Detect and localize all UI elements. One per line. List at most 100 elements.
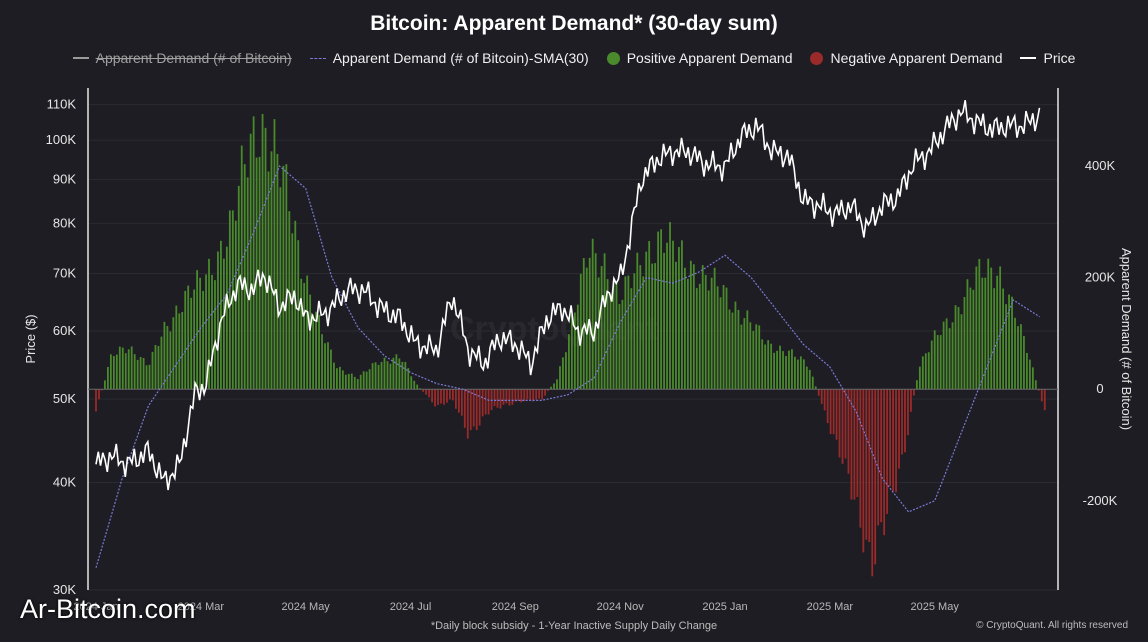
positive-demand-bar: [752, 331, 755, 390]
positive-demand-bar: [1008, 294, 1010, 390]
chart-legend: Apparent Demand (# of Bitcoin) Apparent …: [0, 50, 1148, 66]
negative-demand-bar: [829, 389, 832, 435]
positive-demand-bar: [972, 289, 975, 390]
positive-demand-bar: [240, 145, 243, 390]
negative-demand-bar: [449, 389, 451, 400]
negative-demand-bar: [874, 389, 877, 565]
legend-item-apparent-demand[interactable]: Apparent Demand (# of Bitcoin): [72, 50, 292, 66]
positive-demand-bar: [984, 277, 987, 390]
positive-demand-bar: [181, 312, 184, 390]
positive-demand-bar: [975, 266, 978, 390]
positive-demand-bar: [109, 354, 112, 390]
positive-demand-bar: [948, 328, 951, 390]
negative-demand-bar: [481, 389, 484, 417]
right-tick-label: 200K: [1085, 270, 1116, 285]
right-tick-label: -200K: [1083, 493, 1118, 508]
legend-item-negative[interactable]: Negative Apparent Demand: [810, 50, 1002, 66]
negative-demand-bar: [544, 389, 546, 396]
positive-demand-bar: [315, 311, 317, 390]
negative-demand-bar: [547, 389, 549, 391]
positive-demand-bar: [669, 222, 671, 390]
positive-demand-bar: [728, 309, 731, 390]
legend-label-price: Price: [1043, 50, 1076, 66]
positive-demand-bar: [954, 305, 957, 390]
positive-demand-bar: [208, 258, 210, 390]
positive-demand-bar: [130, 346, 133, 390]
positive-demand-bar: [758, 325, 761, 390]
positive-demand-bar: [942, 321, 945, 390]
positive-demand-bar: [392, 357, 395, 390]
negative-demand-bar: [853, 389, 856, 500]
negative-demand-bar: [505, 389, 508, 404]
negative-demand-bar: [910, 389, 912, 412]
positive-demand-bar: [300, 278, 303, 390]
positive-demand-bar: [336, 368, 338, 390]
negative-demand-bar: [469, 389, 472, 431]
positive-demand-bar: [672, 240, 674, 390]
positive-demand-bar: [356, 379, 359, 390]
left-tick-label: 40K: [53, 475, 76, 490]
positive-demand-bar: [713, 267, 716, 390]
positive-demand-bar: [154, 345, 157, 390]
negative-demand-bar: [538, 389, 541, 399]
negative-demand-bar: [535, 389, 538, 400]
positive-demand-bar: [333, 362, 335, 390]
positive-demand-bar: [576, 304, 579, 390]
positive-demand-bar: [627, 275, 630, 390]
positive-demand-bar: [951, 322, 954, 390]
positive-demand-bar: [559, 366, 561, 390]
positive-demand-bar: [648, 241, 651, 390]
positive-demand-bar: [719, 297, 722, 390]
positive-demand-bar: [184, 290, 187, 390]
positive-demand-bar: [930, 340, 933, 390]
positive-demand-bar: [990, 267, 993, 390]
positive-demand-bar: [413, 380, 416, 390]
x-tick-label: 2024 May: [282, 601, 331, 613]
positive-demand-bar: [624, 276, 627, 390]
legend-swatch-sma: [309, 57, 326, 59]
legend-item-price[interactable]: Price: [1020, 50, 1075, 66]
positive-demand-bar: [573, 312, 576, 390]
positive-demand-bar: [270, 151, 273, 390]
positive-demand-bar: [927, 352, 930, 390]
positive-demand-bar: [722, 284, 725, 390]
copyright: © CryptoQuant. All rights reserved: [976, 620, 1128, 631]
negative-demand-bar: [437, 389, 439, 405]
positive-demand-bar: [172, 317, 175, 390]
positive-demand-bar: [651, 263, 654, 390]
legend-item-positive[interactable]: Positive Apparent Demand: [606, 50, 792, 66]
legend-item-sma[interactable]: Apparent Demand (# of Bitcoin)-SMA(30): [309, 50, 589, 66]
positive-demand-bar: [808, 369, 811, 390]
left-tick-label: 50K: [53, 391, 76, 406]
x-tick-label: 2024 Sep: [492, 601, 539, 613]
x-tick-label: 2024 Mar: [178, 601, 225, 613]
positive-demand-bar: [389, 363, 392, 390]
negative-demand-bar: [457, 389, 460, 413]
positive-demand-bar: [1014, 317, 1016, 390]
negative-demand-bar: [859, 389, 862, 528]
positive-demand-bar: [761, 339, 764, 390]
positive-demand-bar: [374, 362, 377, 390]
positive-demand-bar: [633, 273, 636, 390]
legend-swatch-apparent-demand: [72, 57, 89, 59]
negative-demand-bar: [478, 389, 481, 426]
negative-demand-bar: [511, 389, 514, 405]
negative-demand-bar: [904, 389, 906, 453]
positive-demand-bar: [678, 246, 680, 390]
positive-demand-bar: [368, 369, 371, 390]
positive-demand-bar: [782, 351, 784, 390]
positive-demand-bar: [550, 386, 552, 390]
positive-demand-bar: [190, 297, 193, 390]
positive-demand-bar: [371, 363, 374, 390]
negative-demand-bar: [98, 389, 100, 400]
positive-demand-bar: [936, 335, 939, 390]
positive-demand-bar: [579, 273, 582, 390]
negative-demand-bar: [832, 389, 835, 435]
positive-demand-bar: [121, 347, 124, 390]
positive-demand-bar: [660, 229, 662, 390]
positive-demand-bar: [145, 365, 148, 390]
positive-demand-bar: [151, 351, 154, 390]
negative-demand-bar: [514, 389, 517, 402]
positive-demand-bar: [686, 278, 689, 390]
negative-demand-bar: [508, 389, 511, 406]
